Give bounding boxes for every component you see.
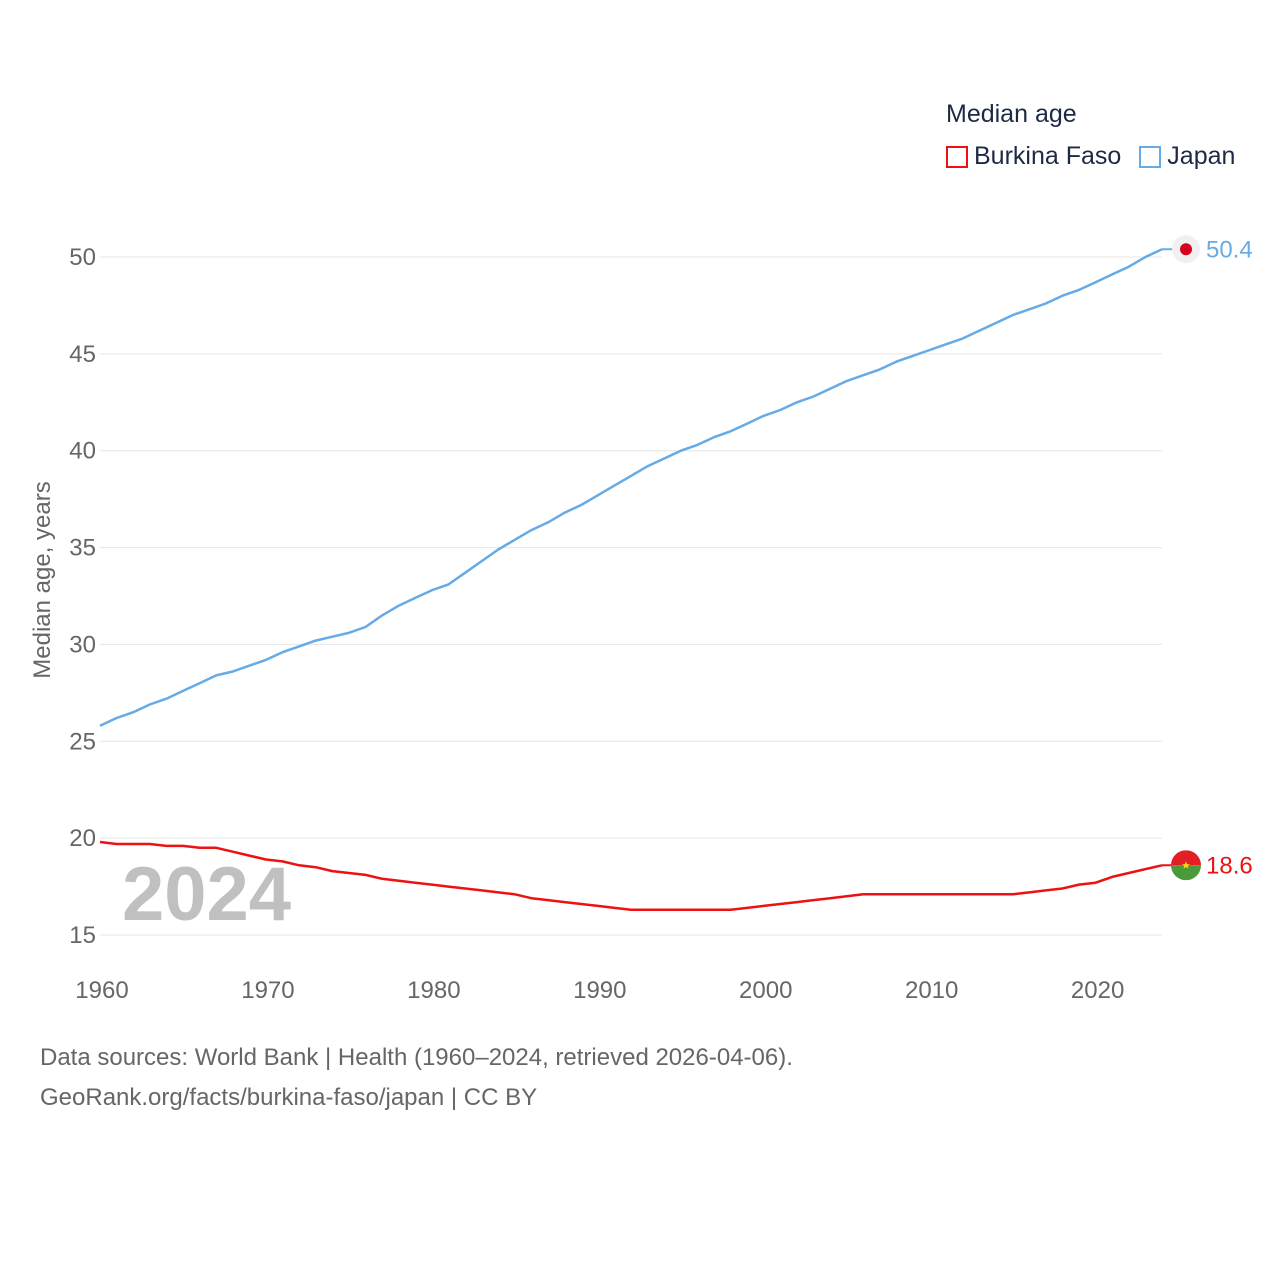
legend-label-burkina-faso: Burkina Faso	[974, 142, 1122, 170]
legend-swatch-japan	[1139, 145, 1162, 168]
end-markers: 18.6 50.4	[1206, 236, 1253, 879]
series-line-burkina-faso[interactable]	[99, 840, 1163, 912]
y-tick-label: 15	[69, 922, 96, 949]
x-tick-label: 1970	[241, 977, 294, 1004]
x-tick-label: 2010	[905, 977, 958, 1004]
x-tick-label: 1980	[407, 977, 460, 1004]
legend-item-japan[interactable]: Japan	[1139, 142, 1235, 171]
year-watermark: 2024	[122, 852, 291, 937]
japan-flag-icon	[1172, 235, 1200, 264]
y-axis-label: Median age, years	[29, 481, 56, 678]
burkina-faso-flag-icon	[1171, 850, 1201, 881]
series-line-japan[interactable]	[99, 248, 1163, 727]
x-axis-ticks: 1960 1970 1980 1990 2000 2010 2020	[75, 977, 1124, 1004]
legend: Burkina Faso Japan	[946, 142, 1235, 171]
x-tick-label: 2020	[1071, 977, 1124, 1004]
series-lines	[99, 248, 1172, 912]
gridlines	[100, 256, 1162, 936]
y-tick-label: 35	[69, 535, 96, 562]
legend-swatch-burkina-faso	[946, 145, 968, 168]
legend-title: Median age	[946, 100, 1077, 128]
x-tick-label: 1960	[75, 977, 128, 1004]
y-tick-label: 20	[69, 825, 96, 852]
y-tick-label: 40	[69, 438, 96, 465]
y-tick-label: 30	[69, 631, 96, 658]
source-line-1: Data sources: World Bank | Health (1960–…	[40, 1044, 793, 1071]
y-axis-ticks: 15 20 25 30 35 40 45 50	[69, 244, 96, 949]
x-tick-label: 2000	[739, 977, 792, 1004]
end-value-label-burkina-faso: 18.6	[1206, 852, 1253, 879]
legend-item-burkina-faso[interactable]: Burkina Faso	[946, 142, 1121, 171]
source-line-2[interactable]: GeoRank.org/facts/burkina-faso/japan | C…	[40, 1084, 538, 1111]
legend-label-japan: Japan	[1167, 142, 1236, 170]
y-tick-label: 25	[69, 728, 96, 755]
end-value-label-japan: 50.4	[1206, 236, 1253, 263]
y-tick-label: 45	[69, 341, 96, 368]
y-tick-label: 50	[69, 244, 96, 271]
x-tick-label: 1990	[573, 977, 626, 1004]
